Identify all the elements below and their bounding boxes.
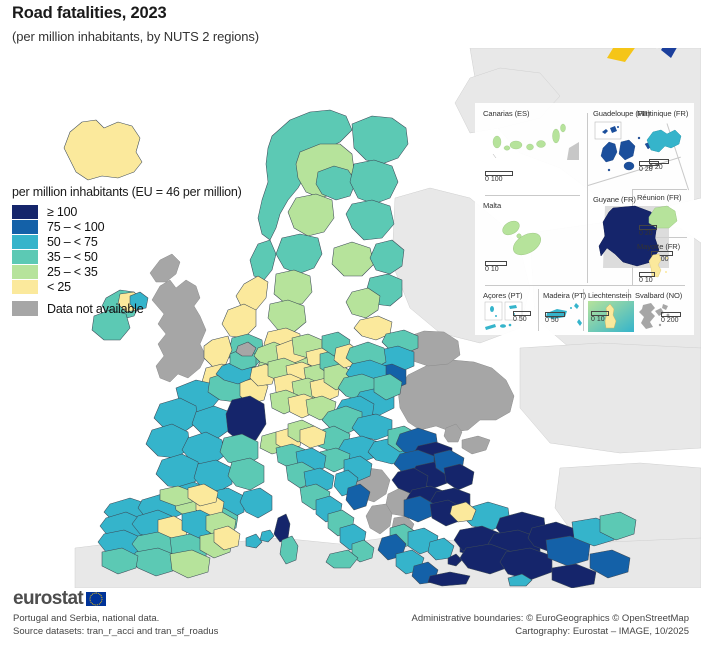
legend-label: 50 – < 75 [47, 234, 98, 249]
inset-mayotte[interactable]: Mayotte (FR) 0 10 [637, 242, 693, 286]
legend-label-no-data: Data not available [47, 301, 144, 316]
legend-class-list: ≥ 100 75 – < 100 50 – < 75 35 – < 50 25 … [12, 204, 242, 294]
legend-row[interactable]: ≥ 100 [12, 204, 242, 219]
inset-svalbard[interactable]: Svalbard (NO) 0 200 [635, 291, 693, 333]
inset-scalebar-malta: 0 10 [485, 261, 507, 273]
inset-scale-canarias: 0 100 [485, 176, 503, 183]
legend-row[interactable]: 75 – < 100 [12, 219, 242, 234]
inset-guadeloupe[interactable]: Guadeloupe (FR) [593, 109, 685, 185]
eurostat-wordmark: eurostat [13, 588, 84, 609]
legend-row[interactable]: 35 – < 50 [12, 249, 242, 264]
inset-label-reunion: Réunion (FR) [637, 193, 682, 202]
source-note-2: Source datasets: tran_r_acci and tran_sf… [13, 626, 219, 637]
legend-swatch [12, 279, 38, 294]
map-legend: per million inhabitants (EU = 46 per mil… [12, 185, 242, 316]
inset-label-martinique: Martinique (FR) [637, 109, 689, 118]
source-note-1: Portugal and Serbia, national data. [13, 613, 160, 624]
inset-divider [538, 289, 539, 331]
inset-label-liechtenstein: Liechtenstein [588, 291, 632, 300]
inset-label-svalbard: Svalbard (NO) [635, 291, 683, 300]
inset-divider [485, 285, 685, 286]
legend-label: < 25 [47, 279, 71, 294]
inset-label-madeira: Madeira (PT) [543, 291, 587, 300]
eurostat-brand: eurostat [13, 588, 107, 610]
legend-label: 35 – < 50 [47, 249, 98, 264]
inset-map-mayotte [648, 253, 668, 278]
inset-map-liechtenstein [588, 301, 634, 332]
legend-row[interactable]: 50 – < 75 [12, 234, 242, 249]
inset-scalebar-liechtenstein: 0 10 [591, 311, 609, 323]
map-credits: Administrative boundaries: © EuroGeograp… [412, 612, 690, 638]
map-data-regions [63, 109, 637, 588]
inset-scalebar-canarias: 0 100 [485, 171, 513, 183]
inset-scalebar-mayotte: 0 10 [639, 272, 655, 284]
inset-label-acores: Açores (PT) [483, 291, 523, 300]
inset-map-malta [502, 220, 541, 256]
inset-label-guyane: Guyane (FR) [593, 195, 636, 204]
legend-label: 75 – < 100 [47, 219, 105, 234]
inset-scalebar-acores: 0 50 [513, 311, 531, 323]
legend-swatch [12, 204, 38, 219]
inset-scalebar-reunion: 0 20 [639, 225, 657, 237]
inset-divider [583, 289, 584, 331]
inset-scale-mayotte: 0 10 [639, 277, 653, 284]
legend-label: ≥ 100 [47, 204, 78, 219]
legend-swatch [12, 249, 38, 264]
inset-scalebar-madeira: 0 50 [545, 312, 565, 324]
page-title: Road fatalities, 2023 [12, 4, 167, 22]
inset-scale-madeira: 0 50 [545, 317, 559, 324]
page-footer: eurostat Portugal and Serbia, national d… [0, 588, 701, 651]
credit-boundaries: Administrative boundaries: © EuroGeograp… [411, 613, 690, 624]
inset-divider [587, 113, 588, 283]
inset-map-martinique [646, 129, 682, 153]
inset-divider [633, 189, 687, 190]
inset-scale-guadeloupe: 0 20 [649, 164, 663, 171]
inset-scale-reunion: 0 20 [639, 230, 653, 237]
legend-row[interactable]: < 25 [12, 279, 242, 294]
map-canvas[interactable]: .b{stroke:#3c4a57;stroke-width:.55;strok… [0, 48, 701, 588]
inset-label-malta: Malta [483, 201, 502, 210]
legend-row[interactable]: 25 – < 35 [12, 264, 242, 279]
inset-panel: Canarias (ES) [475, 103, 694, 335]
inset-label-mayotte: Mayotte (FR) [637, 242, 681, 251]
legend-row-no-data[interactable]: Data not available [12, 301, 242, 316]
legend-swatch-no-data [12, 301, 38, 316]
legend-swatch [12, 219, 38, 234]
inset-divider [485, 195, 580, 196]
source-notes: Portugal and Serbia, national data. Sour… [13, 612, 218, 638]
inset-madeira[interactable]: Madeira (PT) 0 50 [543, 291, 593, 333]
inset-martinique[interactable]: Martinique (FR) 0 20 [637, 109, 693, 187]
credit-cartography: Cartography: Eurostat – IMAGE, 10/2025 [515, 626, 689, 637]
image-cartography-logo [607, 48, 677, 62]
eu-flag-icon [86, 592, 107, 606]
inset-reunion[interactable]: Réunion (FR) 0 20 [637, 193, 693, 239]
inset-map-svalbard [639, 303, 670, 329]
inset-scale-svalbard: 0 200 [661, 317, 679, 324]
legend-label: 25 – < 35 [47, 264, 98, 279]
inset-map-reunion [648, 205, 678, 229]
inset-label-guadeloupe: Guadeloupe (FR) [593, 109, 651, 118]
legend-swatch [12, 264, 38, 279]
inset-canarias[interactable]: Canarias (ES) [483, 109, 583, 193]
inset-malta[interactable]: Malta 0 10 [483, 201, 583, 283]
map-no-data-regions [149, 253, 515, 537]
inset-map-guadeloupe [594, 121, 657, 172]
inset-scale-malta: 0 10 [485, 266, 499, 273]
legend-title: per million inhabitants (EU = 46 per mil… [12, 185, 242, 199]
page-subtitle: (per million inhabitants, by NUTS 2 regi… [12, 29, 260, 44]
inset-label-canarias: Canarias (ES) [483, 109, 530, 118]
inset-scale-martinique: 0 20 [639, 166, 653, 173]
inset-scalebar-svalbard: 0 200 [661, 312, 681, 324]
inset-map-canarias [492, 123, 579, 160]
inset-acores[interactable]: Açores (PT) [483, 291, 539, 333]
inset-scale-liechtenstein: 0 10 [591, 316, 605, 323]
inset-liechtenstein[interactable]: Liechtenstein 0 10 [588, 291, 638, 333]
legend-swatch [12, 234, 38, 249]
inset-scale-acores: 0 50 [513, 316, 527, 323]
inset-scalebar-martinique: 0 20 [639, 161, 659, 173]
